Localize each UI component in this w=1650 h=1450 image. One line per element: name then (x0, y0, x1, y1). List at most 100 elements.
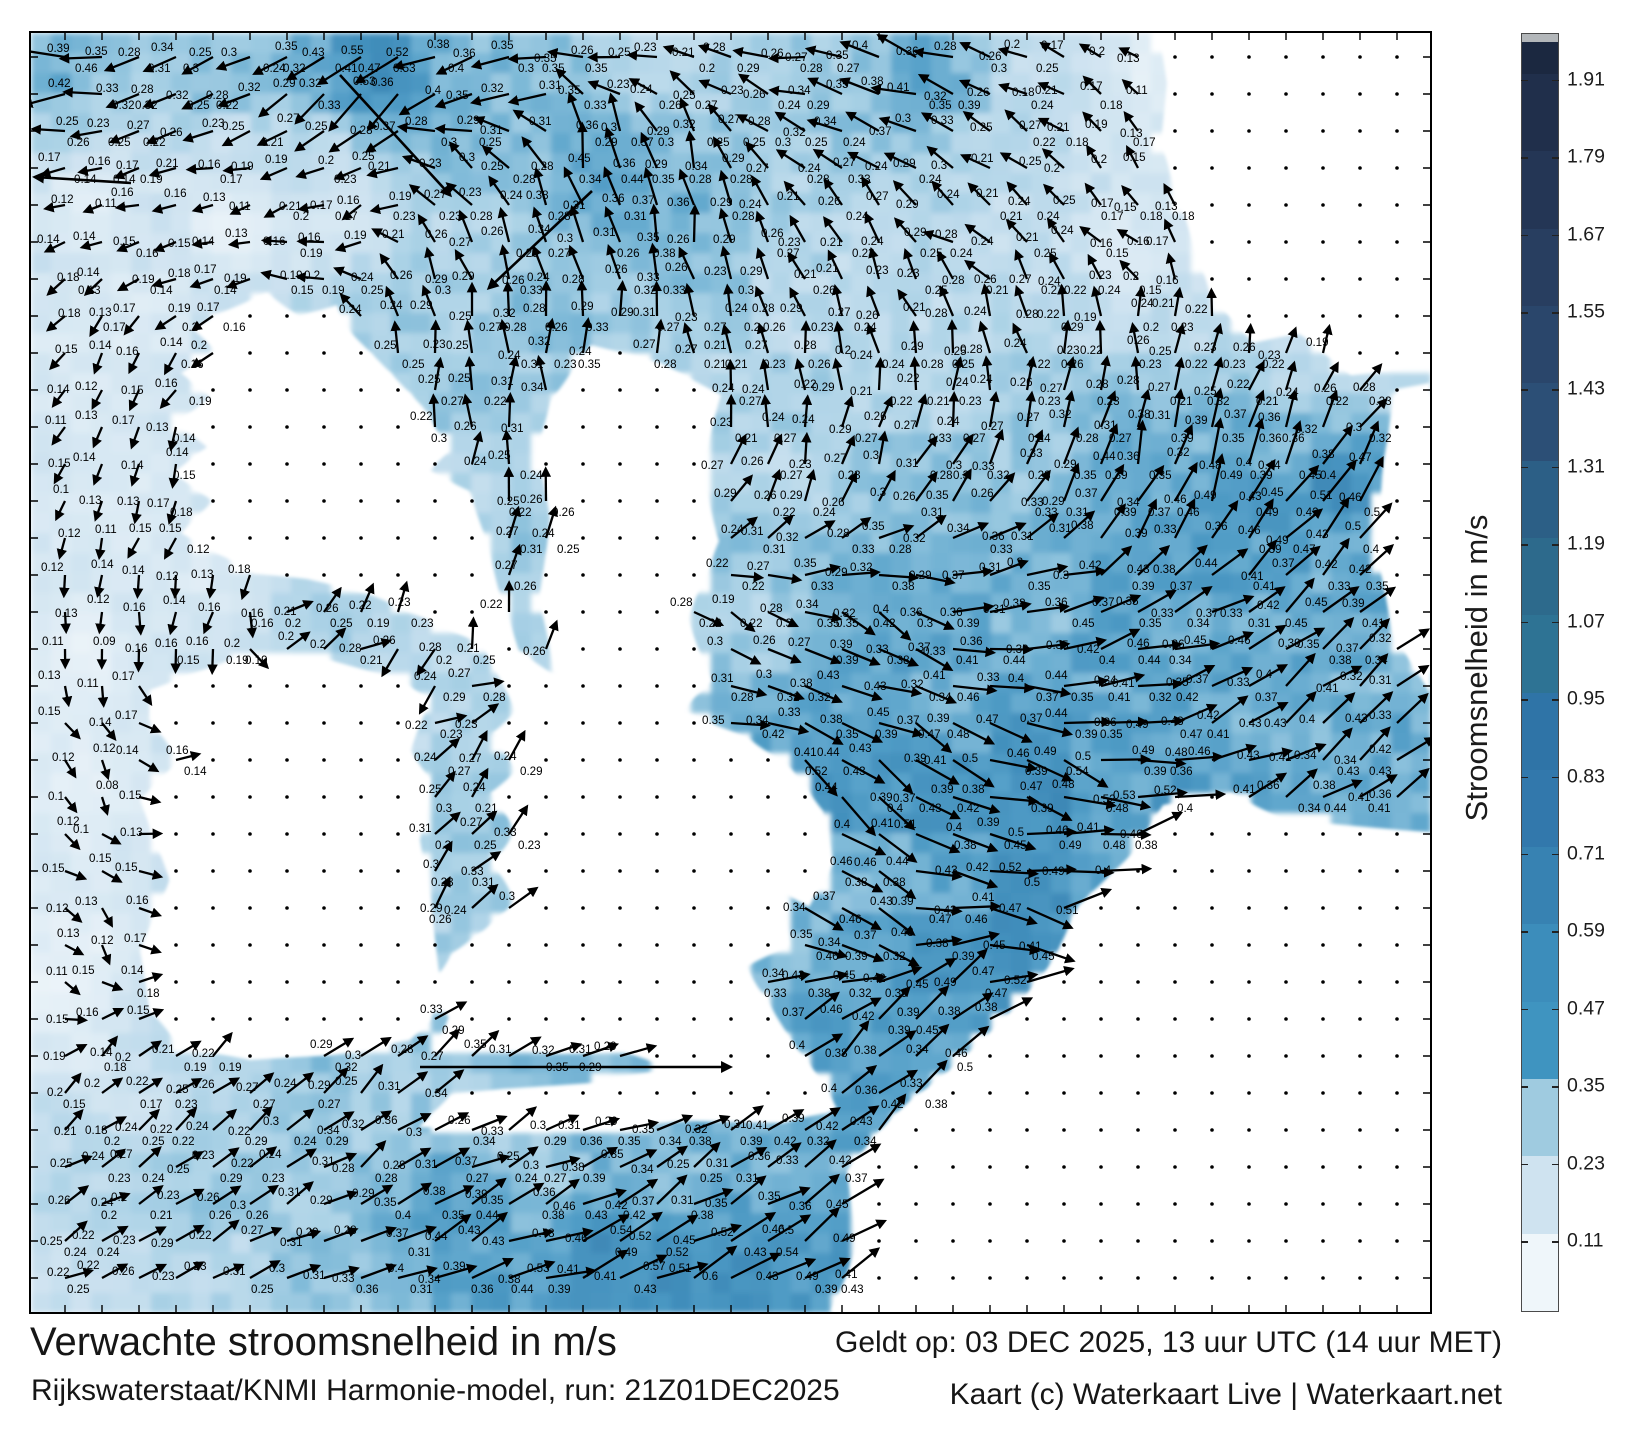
svg-text:0.28: 0.28 (470, 210, 493, 223)
svg-text:0.38: 0.38 (820, 713, 843, 726)
svg-text:0.36: 0.36 (576, 119, 599, 132)
svg-text:0.23: 0.23 (959, 395, 982, 408)
svg-text:0.41: 0.41 (887, 81, 910, 94)
svg-text:0.21: 0.21 (850, 385, 873, 398)
svg-text:0.39: 0.39 (875, 728, 898, 741)
svg-text:0.47: 0.47 (1349, 451, 1372, 464)
svg-text:0.51: 0.51 (1310, 489, 1333, 502)
svg-text:0.46: 0.46 (957, 691, 980, 704)
svg-text:0.39: 0.39 (957, 617, 980, 630)
svg-text:0.43: 0.43 (1161, 715, 1184, 728)
svg-text:0.3: 0.3 (707, 635, 723, 648)
colorbar-tick (1552, 699, 1559, 701)
svg-text:0.18: 0.18 (228, 563, 251, 576)
svg-text:0.46: 0.46 (1339, 491, 1362, 504)
svg-text:0.25: 0.25 (330, 617, 353, 630)
colorbar-segment (1522, 1156, 1558, 1234)
svg-text:0.22: 0.22 (1185, 303, 1208, 316)
colorbar-tick (1552, 1086, 1559, 1088)
colorbar-segment (1522, 383, 1558, 461)
svg-text:0.49: 0.49 (1220, 469, 1243, 482)
svg-text:0.28: 0.28 (689, 173, 712, 186)
svg-text:0.31: 0.31 (741, 525, 764, 538)
svg-text:0.22: 0.22 (1080, 344, 1103, 357)
svg-text:0.41: 0.41 (794, 746, 817, 759)
svg-text:0.18: 0.18 (1012, 86, 1035, 99)
svg-text:0.24: 0.24 (1037, 210, 1060, 223)
svg-text:0.35: 0.35 (926, 489, 949, 502)
svg-text:0.2: 0.2 (304, 269, 320, 282)
svg-text:0.24: 0.24 (762, 411, 785, 424)
svg-text:0.17: 0.17 (113, 302, 136, 315)
svg-text:0.14: 0.14 (37, 233, 60, 246)
svg-text:0.44: 0.44 (1045, 707, 1068, 720)
svg-text:0.5: 0.5 (962, 752, 978, 765)
svg-text:0.4: 0.4 (1236, 456, 1253, 469)
svg-text:0.36: 0.36 (371, 76, 394, 89)
svg-text:0.45: 0.45 (1261, 486, 1284, 499)
svg-text:0.25: 0.25 (446, 339, 469, 352)
svg-text:0.21: 0.21 (986, 284, 1009, 297)
svg-text:0.24: 0.24 (527, 271, 550, 284)
svg-text:0.23: 0.23 (1369, 395, 1392, 408)
svg-text:0.16: 0.16 (198, 601, 221, 614)
svg-text:0.43: 0.43 (1237, 749, 1260, 762)
svg-text:0.29: 0.29 (520, 765, 543, 778)
svg-text:0.42: 0.42 (1315, 558, 1338, 571)
colorbar-tick (1521, 1008, 1528, 1011)
svg-text:0.41: 0.41 (956, 654, 979, 667)
svg-text:0.28: 0.28 (1353, 381, 1376, 394)
svg-text:0.23: 0.23 (866, 264, 889, 277)
colorbar-segment (1522, 769, 1558, 848)
svg-text:0.23: 0.23 (1139, 358, 1162, 371)
svg-text:0.19: 0.19 (344, 229, 367, 242)
svg-text:0.43: 0.43 (1369, 765, 1392, 778)
svg-text:0.23: 0.23 (1223, 358, 1246, 371)
svg-text:0.42: 0.42 (1197, 709, 1220, 722)
colorbar-segment (1522, 924, 1558, 1002)
svg-text:0.23: 0.23 (1038, 395, 1061, 408)
svg-text:0.27: 0.27 (788, 636, 811, 649)
svg-text:0.2: 0.2 (182, 321, 198, 334)
svg-text:0.2: 0.2 (1004, 38, 1020, 51)
svg-text:0.3: 0.3 (441, 136, 457, 149)
colorbar-tick (1521, 544, 1528, 546)
svg-text:0.27: 0.27 (828, 306, 851, 319)
svg-text:0.35: 0.35 (836, 617, 859, 630)
colorbar-tick-label: 0.83 (1567, 765, 1605, 787)
colorbar-tick (1552, 931, 1559, 933)
svg-text:0.17: 0.17 (112, 670, 135, 683)
svg-text:0.2: 0.2 (1044, 162, 1060, 175)
svg-text:0.37: 0.37 (1020, 712, 1043, 725)
svg-text:0.19: 0.19 (140, 173, 163, 186)
svg-text:0.17: 0.17 (197, 301, 220, 314)
grid-dots-and-arrows-layer (31, 34, 1430, 1280)
svg-text:0.29: 0.29 (273, 77, 296, 90)
svg-text:0.21: 0.21 (971, 152, 994, 165)
svg-text:0.28: 0.28 (483, 691, 506, 704)
colorbar-tick (1521, 389, 1528, 391)
svg-text:0.37: 0.37 (1092, 596, 1115, 609)
svg-text:0.25: 0.25 (1053, 194, 1076, 207)
svg-text:0.3: 0.3 (459, 151, 475, 164)
svg-text:0.44: 0.44 (1195, 557, 1218, 570)
svg-text:0.27: 0.27 (441, 395, 464, 408)
svg-text:0.22: 0.22 (1227, 378, 1250, 391)
svg-text:0.16: 0.16 (125, 642, 148, 655)
svg-text:0.33: 0.33 (1151, 607, 1174, 620)
colorbar-segment (1522, 151, 1558, 229)
svg-text:0.14: 0.14 (77, 266, 100, 279)
svg-text:0.22: 0.22 (1033, 136, 1056, 149)
svg-text:0.22: 0.22 (699, 617, 722, 630)
svg-text:0.32: 0.32 (634, 284, 657, 297)
svg-text:0.35: 0.35 (558, 84, 581, 97)
svg-text:0.32: 0.32 (299, 77, 322, 90)
svg-text:0.31: 0.31 (1148, 409, 1171, 422)
svg-text:0.2: 0.2 (1143, 321, 1159, 334)
colorbar-tick-label: 1.31 (1567, 455, 1605, 478)
svg-text:0.25: 0.25 (743, 136, 766, 149)
svg-text:0.31: 0.31 (777, 691, 800, 704)
svg-text:0.16: 0.16 (111, 186, 134, 199)
continent-south (831, 793, 1430, 1312)
